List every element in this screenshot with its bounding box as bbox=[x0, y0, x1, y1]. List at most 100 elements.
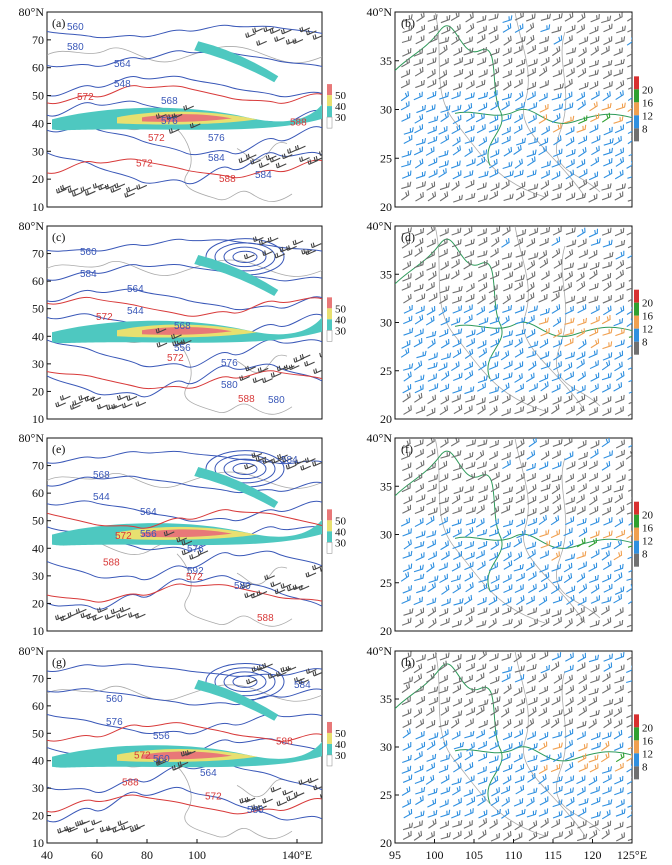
contour-label: 560 bbox=[153, 754, 170, 765]
legend-label: 16 bbox=[642, 523, 654, 535]
legend-label: 40 bbox=[335, 101, 347, 113]
y-tick-label: 10 bbox=[32, 200, 44, 214]
contour-label: 568 bbox=[93, 470, 110, 481]
y-tick-label: 80°N bbox=[19, 219, 45, 233]
x-tick-label: 100 bbox=[426, 848, 444, 862]
x-tick-label: 60 bbox=[91, 848, 103, 862]
contour-label: 580 bbox=[234, 581, 251, 592]
contour-label: 560 bbox=[106, 694, 123, 705]
legend-label: 12 bbox=[642, 110, 653, 122]
y-tick-label: 80°N bbox=[19, 5, 45, 19]
x-tick-label: 40 bbox=[41, 848, 53, 862]
contour-label: 568 bbox=[174, 321, 191, 332]
y-tick-label: 20 bbox=[32, 172, 44, 186]
contour-label: 580 bbox=[67, 42, 84, 53]
y-tick-label: 20 bbox=[380, 412, 392, 426]
y-tick-label: 60 bbox=[32, 699, 44, 713]
legend-label: 20 bbox=[642, 84, 654, 96]
contour-label: 556 bbox=[140, 529, 157, 540]
contour-label: 572 bbox=[205, 791, 222, 802]
legend-label: 50 bbox=[335, 515, 347, 527]
contour-label: 544 bbox=[93, 492, 110, 503]
y-tick-label: 50 bbox=[32, 726, 44, 740]
legend-label: 50 bbox=[335, 303, 347, 315]
x-tick-label: 95 bbox=[389, 848, 401, 862]
y-tick-label: 30 bbox=[32, 144, 44, 158]
contour-label: 564 bbox=[114, 59, 131, 70]
y-tick-label: 60 bbox=[32, 61, 44, 75]
y-tick-label: 50 bbox=[32, 89, 44, 103]
y-tick-label: 30 bbox=[32, 781, 44, 795]
legend-label: 8 bbox=[642, 549, 648, 561]
contour-label: 584 bbox=[208, 153, 225, 164]
y-tick-label: 30 bbox=[380, 103, 392, 117]
y-tick-label: 40 bbox=[32, 116, 44, 130]
contour-label: 584 bbox=[281, 455, 298, 466]
synoptic-panel: 568564576580584544556592572572588588(e)5… bbox=[19, 431, 347, 638]
contour-label: 564 bbox=[200, 768, 217, 779]
contour-label: 588 bbox=[122, 777, 139, 788]
contour-label: 584 bbox=[255, 170, 272, 181]
y-tick-label: 35 bbox=[380, 267, 392, 281]
contour-label: 572 bbox=[134, 750, 151, 761]
y-tick-label: 60 bbox=[32, 486, 44, 500]
contour-label: 592 bbox=[187, 566, 204, 577]
y-tick-label: 40 bbox=[32, 329, 44, 343]
y-tick-label: 10 bbox=[32, 412, 44, 426]
contour-label: 576 bbox=[161, 116, 178, 127]
y-tick-label: 70 bbox=[32, 33, 44, 47]
contour-label: 588 bbox=[276, 736, 293, 747]
contour-label: 572 bbox=[77, 92, 94, 103]
legend-label: 40 bbox=[335, 739, 347, 751]
y-tick-label: 40°N bbox=[367, 219, 393, 233]
y-tick-label: 40 bbox=[32, 754, 44, 768]
synoptic-panel: 560556564580584576560572572588588(g)5040… bbox=[19, 644, 347, 862]
y-tick-label: 20 bbox=[32, 384, 44, 398]
y-tick-label: 10 bbox=[32, 836, 44, 850]
legend-label: 20 bbox=[642, 510, 654, 522]
y-tick-label: 25 bbox=[380, 576, 392, 590]
x-tick-label: 115 bbox=[544, 848, 562, 862]
y-tick-label: 35 bbox=[380, 54, 392, 68]
x-tick-label: 120 bbox=[584, 848, 602, 862]
y-tick-label: 30 bbox=[32, 569, 44, 583]
panel-label: (b) bbox=[401, 16, 415, 30]
y-tick-label: 30 bbox=[380, 740, 392, 754]
synoptic-panel: 560 564 568 576 580 584 544 556 580 572 572 588 (c) 5… bbox=[19, 219, 347, 426]
x-tick-label: 110 bbox=[505, 848, 523, 862]
contour-label: 580 bbox=[247, 805, 264, 816]
legend-label: 20 bbox=[642, 722, 654, 734]
panel-label: (g) bbox=[52, 655, 66, 669]
legend-label: 12 bbox=[642, 324, 653, 336]
y-tick-label: 70 bbox=[32, 671, 44, 685]
legend-label: 12 bbox=[642, 536, 653, 548]
legend-label: 50 bbox=[335, 728, 347, 740]
contour-label: 588 bbox=[238, 394, 255, 405]
contour-label: 572 bbox=[115, 531, 132, 542]
x-tick-label: 125°E bbox=[617, 848, 647, 862]
y-tick-label: 35 bbox=[380, 692, 392, 706]
y-tick-label: 40°N bbox=[367, 644, 393, 658]
x-tick-label: 80 bbox=[141, 848, 153, 862]
contour-label: 588 bbox=[257, 613, 274, 624]
contour-label: 580 bbox=[221, 380, 238, 391]
contour-label: 572 bbox=[96, 312, 113, 323]
legend-label: 30 bbox=[335, 750, 347, 762]
legend-label: 16 bbox=[642, 97, 654, 109]
contour-label: 576 bbox=[221, 358, 238, 369]
y-tick-label: 20 bbox=[32, 596, 44, 610]
y-tick-label: 80°N bbox=[19, 644, 45, 658]
contour-label: 588 bbox=[103, 557, 120, 568]
y-tick-label: 25 bbox=[380, 151, 392, 165]
contour-label: 564 bbox=[140, 507, 157, 518]
contour-label: 572 bbox=[136, 158, 153, 169]
legend-label: 16 bbox=[642, 311, 654, 323]
